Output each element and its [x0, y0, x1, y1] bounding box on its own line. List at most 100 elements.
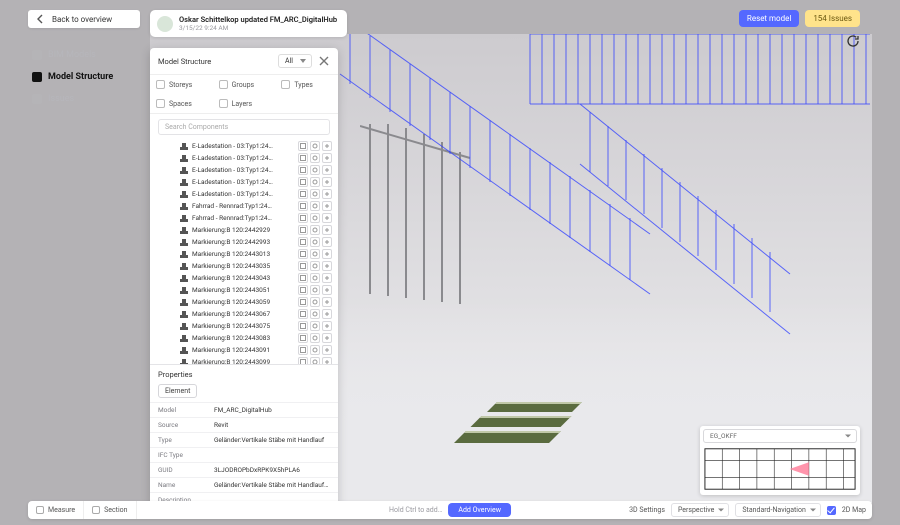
list-item[interactable]: Markierung:B 120:2443059: [154, 296, 334, 308]
link-button[interactable]: [322, 333, 332, 343]
hide-button[interactable]: [310, 357, 320, 364]
isolate-button[interactable]: [298, 321, 308, 331]
hide-button[interactable]: [310, 213, 320, 223]
link-button[interactable]: [322, 273, 332, 283]
isolate-button[interactable]: [298, 237, 308, 247]
hide-button[interactable]: [310, 201, 320, 211]
list-item[interactable]: E-Ladestation - 03:Typ1:24…: [154, 140, 334, 152]
hide-button[interactable]: [310, 141, 320, 151]
close-icon[interactable]: [318, 55, 330, 67]
search-input[interactable]: Search Components: [158, 119, 330, 135]
list-item[interactable]: Markierung:B 120:2443035: [154, 260, 334, 272]
isolate-button[interactable]: [298, 165, 308, 175]
list-item[interactable]: Markierung:B 120:2443043: [154, 272, 334, 284]
model-update-chip[interactable]: Oskar Schittelkop updated FM_ARC_Digital…: [150, 10, 347, 37]
list-item[interactable]: Fahrrad - Rennrad:Typ1:24…: [154, 200, 334, 212]
link-button[interactable]: [322, 261, 332, 271]
hide-button[interactable]: [310, 261, 320, 271]
hide-button[interactable]: [310, 309, 320, 319]
refresh-icon[interactable]: [846, 34, 860, 48]
link-button[interactable]: [322, 225, 332, 235]
isolate-button[interactable]: [298, 177, 308, 187]
hide-button[interactable]: [310, 273, 320, 283]
link-button[interactable]: [322, 357, 332, 364]
link-button[interactable]: [322, 153, 332, 163]
link-button[interactable]: [322, 189, 332, 199]
list-item[interactable]: E-Ladestation - 03:Typ1:24…: [154, 188, 334, 200]
hide-button[interactable]: [310, 237, 320, 247]
isolate-button[interactable]: [298, 141, 308, 151]
filter-dropdown[interactable]: All: [278, 54, 312, 68]
isolate-button[interactable]: [298, 333, 308, 343]
list-item[interactable]: Markierung:B 120:2443099: [154, 356, 334, 364]
nav-bim-models[interactable]: BIM Models: [28, 44, 140, 66]
hide-button[interactable]: [310, 249, 320, 259]
hide-button[interactable]: [310, 285, 320, 295]
link-button[interactable]: [322, 165, 332, 175]
list-item[interactable]: E-Ladestation - 03:Typ1:24…: [154, 152, 334, 164]
properties-tab-element[interactable]: Element: [158, 384, 197, 398]
hide-button[interactable]: [310, 345, 320, 355]
settings-label[interactable]: 3D Settings: [629, 506, 665, 514]
isolate-button[interactable]: [298, 225, 308, 235]
list-item[interactable]: Markierung:B 120:2442993: [154, 236, 334, 248]
hide-button[interactable]: [310, 297, 320, 307]
list-item[interactable]: E-Ladestation - 03:Typ1:24…: [154, 176, 334, 188]
link-button[interactable]: [322, 309, 332, 319]
isolate-button[interactable]: [298, 309, 308, 319]
isolate-button[interactable]: [298, 297, 308, 307]
cat-spaces[interactable]: Spaces: [150, 94, 213, 113]
section-tool[interactable]: Section: [84, 501, 136, 519]
navigation-select[interactable]: Standard-Navigation: [735, 503, 821, 517]
isolate-button[interactable]: [298, 213, 308, 223]
isolate-button[interactable]: [298, 201, 308, 211]
list-item[interactable]: E-Ladestation - 03:Typ1:24…: [154, 164, 334, 176]
cat-groups[interactable]: Groups: [213, 75, 276, 94]
hide-button[interactable]: [310, 333, 320, 343]
hide-button[interactable]: [310, 153, 320, 163]
list-item[interactable]: Markierung:B 120:2443051: [154, 284, 334, 296]
isolate-button[interactable]: [298, 273, 308, 283]
link-button[interactable]: [322, 213, 332, 223]
minimap[interactable]: EG_OKFF: [700, 426, 860, 495]
isolate-button[interactable]: [298, 345, 308, 355]
link-button[interactable]: [322, 285, 332, 295]
hide-button[interactable]: [310, 225, 320, 235]
isolate-button[interactable]: [298, 153, 308, 163]
link-button[interactable]: [322, 237, 332, 247]
list-item[interactable]: Markierung:B 120:2443091: [154, 344, 334, 356]
reset-model-button[interactable]: Reset model: [739, 10, 799, 27]
isolate-button[interactable]: [298, 357, 308, 364]
link-button[interactable]: [322, 345, 332, 355]
link-button[interactable]: [322, 321, 332, 331]
link-button[interactable]: [322, 201, 332, 211]
isolate-button[interactable]: [298, 249, 308, 259]
add-overview-button[interactable]: Add Overview: [448, 503, 511, 517]
list-item[interactable]: Markierung:B 120:2442929: [154, 224, 334, 236]
hide-button[interactable]: [310, 177, 320, 187]
map-toggle-checkbox[interactable]: [827, 506, 836, 515]
link-button[interactable]: [322, 249, 332, 259]
hide-button[interactable]: [310, 189, 320, 199]
back-button[interactable]: Back to overview: [28, 10, 140, 28]
nav-issues[interactable]: Issues: [28, 88, 140, 110]
link-button[interactable]: [322, 297, 332, 307]
list-item[interactable]: Markierung:B 120:2443013: [154, 248, 334, 260]
projection-select[interactable]: Perspective: [671, 503, 729, 517]
list-item[interactable]: Markierung:B 120:2443067: [154, 308, 334, 320]
cat-types[interactable]: Types: [275, 75, 338, 94]
link-button[interactable]: [322, 177, 332, 187]
measure-tool[interactable]: Measure: [28, 501, 84, 519]
list-item[interactable]: Fahrrad - Rennrad:Typ1:24…: [154, 212, 334, 224]
nav-model-structure[interactable]: Model Structure: [28, 66, 140, 88]
hide-button[interactable]: [310, 321, 320, 331]
list-item[interactable]: Markierung:B 120:2443075: [154, 320, 334, 332]
isolate-button[interactable]: [298, 261, 308, 271]
link-button[interactable]: [322, 141, 332, 151]
issues-badge[interactable]: 154 Issues: [805, 10, 860, 27]
isolate-button[interactable]: [298, 285, 308, 295]
minimap-level-select[interactable]: EG_OKFF: [703, 429, 857, 443]
cat-layers[interactable]: Layers: [213, 94, 276, 113]
isolate-button[interactable]: [298, 189, 308, 199]
list-item[interactable]: Markierung:B 120:2443083: [154, 332, 334, 344]
